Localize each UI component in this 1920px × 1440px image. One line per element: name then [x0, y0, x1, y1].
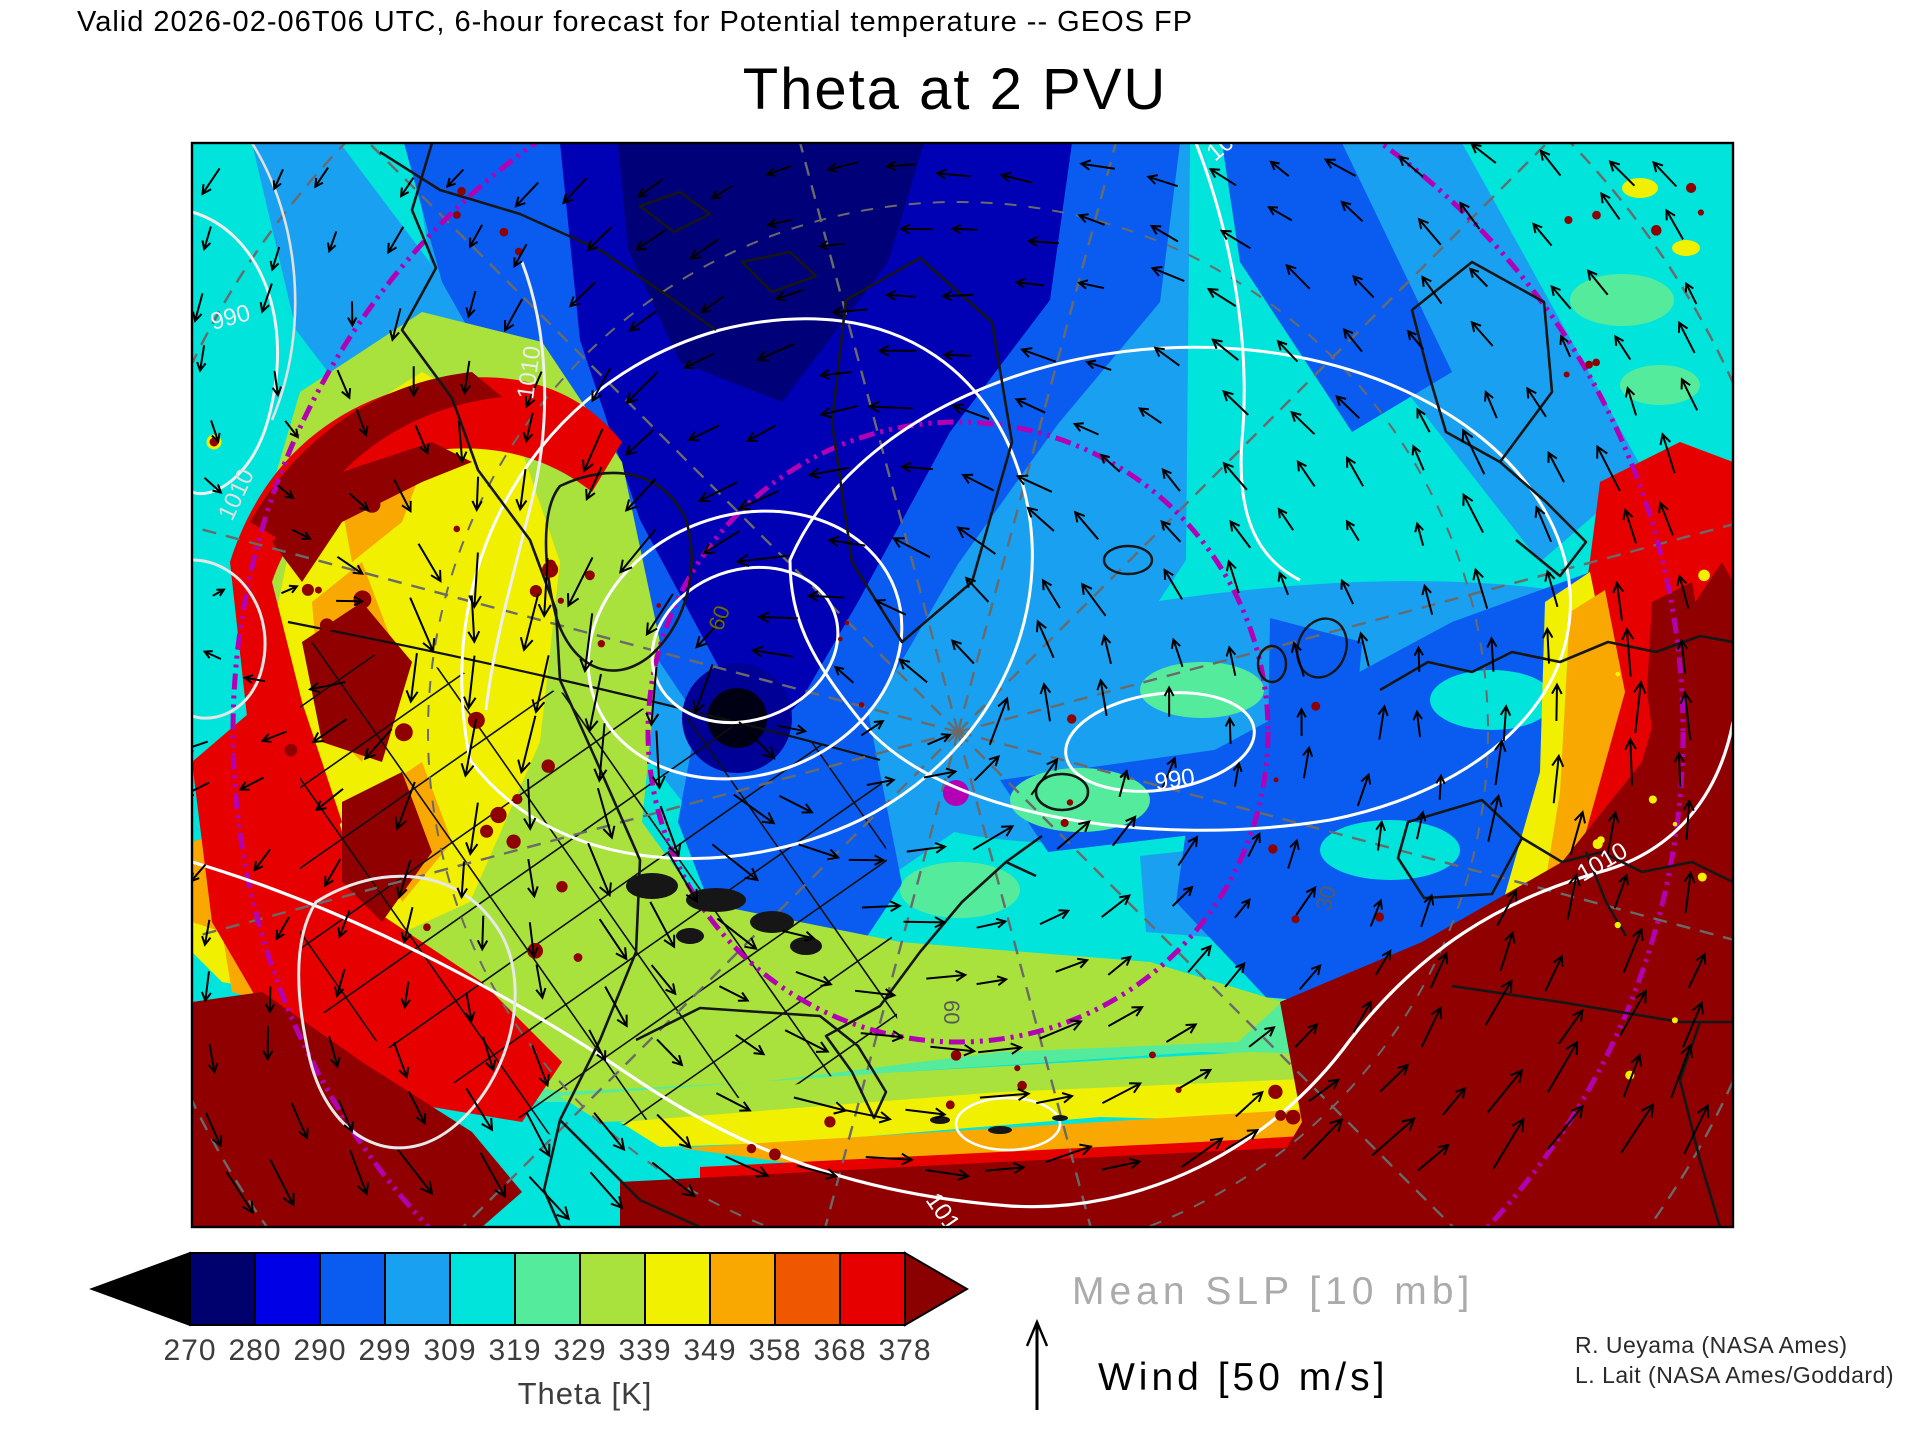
- contour-label: 60: [939, 1000, 964, 1024]
- colorbar-tick: 280: [228, 1334, 282, 1367]
- colorbar-tick: 349: [683, 1334, 737, 1367]
- colorbar-tick: 290: [293, 1334, 347, 1367]
- colorbar-tick: 378: [878, 1334, 932, 1367]
- colorbar-tick: 299: [358, 1334, 412, 1367]
- colorbar-tick: 329: [553, 1334, 607, 1367]
- theta-fill-field: [192, 143, 1733, 1227]
- colorbar-axis-label: Theta [K]: [517, 1376, 653, 1411]
- colorbar: [89, 1251, 969, 1327]
- wind-legend-label: Wind [50 m/s]: [1098, 1356, 1389, 1399]
- page-title: Theta at 2 PVU: [742, 57, 1168, 122]
- colorbar-tick: 270: [163, 1334, 217, 1367]
- wind-reference-arrow: [1025, 1318, 1049, 1410]
- colorbar-tick: 339: [618, 1334, 672, 1367]
- slp-legend-label: Mean SLP [10 mb]: [1072, 1270, 1475, 1313]
- frame-and-legend-graphics: [190, 141, 1735, 1229]
- colorbar-tick: 368: [813, 1334, 867, 1367]
- wind-arrows: [192, 143, 1710, 1221]
- theta-speckles: [206, 182, 1710, 1161]
- colorbar-tick: 358: [748, 1334, 802, 1367]
- slp-contours: [192, 143, 1733, 1209]
- contour-label: 990: [1153, 764, 1196, 796]
- colorbar-tick: 319: [488, 1334, 542, 1367]
- latitude-circles: [230, 143, 1686, 1227]
- valid-time-header: Valid 2026-02-06T06 UTC, 6-hour forecast…: [77, 6, 1194, 38]
- colorbar-tick: 309: [423, 1334, 477, 1367]
- credit-line-1: R. Ueyama (NASA Ames): [1575, 1332, 1848, 1358]
- credit-line-2: L. Lait (NASA Ames/Goddard): [1575, 1362, 1895, 1388]
